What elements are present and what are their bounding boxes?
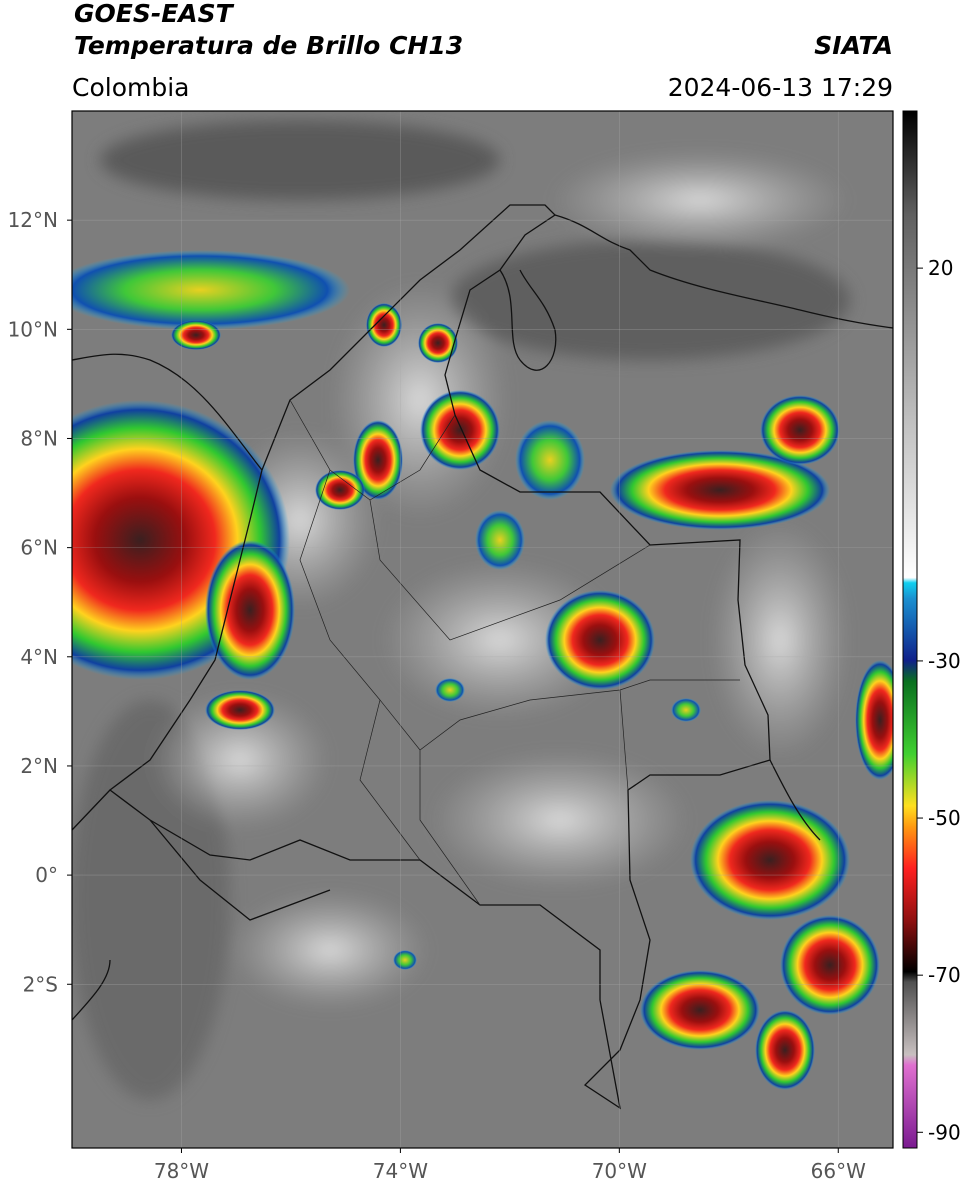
y-tick-label: 0° [35,863,58,887]
y-tick-label: 4°N [20,645,58,669]
y-tick-label: 12°N [8,208,58,232]
colorbar-tick-label: -70 [928,963,961,987]
map-image [72,111,893,1148]
colorbar-tick-label: 20 [928,256,953,280]
x-tick-label: 70°W [592,1159,647,1183]
source-label: SIATA [814,31,893,60]
satellite-title: GOES-EAST [74,0,235,28]
colorbar-tick-label: -90 [928,1120,961,1144]
y-tick-label: 8°N [20,426,58,450]
datetime-label: 2024-06-13 17:29 [668,73,893,102]
graticule [67,111,893,1153]
y-tick-label: 6°N [20,536,58,560]
map-frame [71,110,894,1149]
y-tick-label: 2°S [23,972,58,996]
colorbar-ticks: 20 -30 -50 -70 -90 [917,256,961,1144]
y-tick-label: 10°N [8,317,58,341]
colorbar-tick-label: -50 [928,806,961,830]
x-tick-label: 78°W [154,1159,209,1183]
x-tick-label: 74°W [373,1159,428,1183]
colorbar [902,110,918,1149]
colorbar-tick-label: -30 [928,649,961,673]
region-label: Colombia [72,73,189,102]
product-title: Temperatura de Brillo CH13 [74,31,463,60]
x-tick-label: 66°W [811,1159,866,1183]
y-tick-label: 2°N [20,754,58,778]
